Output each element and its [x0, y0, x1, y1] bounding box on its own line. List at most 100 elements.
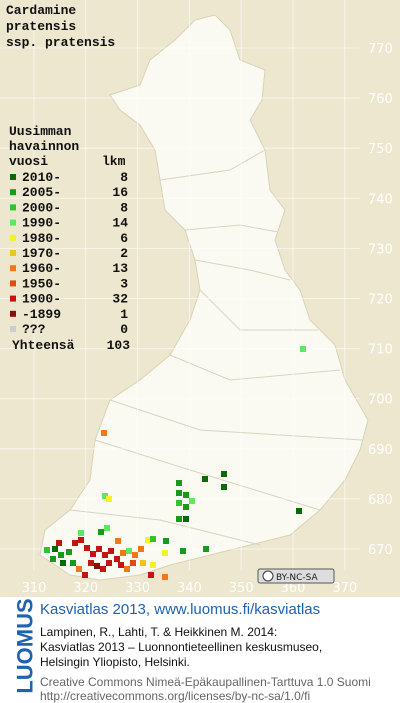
occurrence-square [58, 552, 64, 558]
occurrences [44, 346, 306, 580]
occurrence-square [202, 476, 208, 482]
species-title: Cardamine [6, 3, 76, 18]
occurrence-square [176, 480, 182, 486]
occurrence-square [44, 547, 50, 553]
heading: Kasviatlas 2013, www.luomus.fi/kasviatla… [40, 601, 321, 618]
occurrence-square [162, 574, 168, 580]
x-grid-label: 320 [73, 581, 98, 596]
y-grid-label: 730 [368, 242, 393, 257]
occurrence-square [140, 560, 146, 566]
legend-count: 0 [120, 322, 128, 337]
x-grid-label: 310 [22, 581, 47, 596]
occurrence-square [100, 566, 106, 572]
y-grid-label: 760 [368, 92, 393, 107]
legend-label: 1980- [22, 231, 61, 246]
y-grid-label: 750 [368, 142, 393, 157]
occurrence-square [118, 562, 124, 568]
species-title: pratensis [6, 19, 76, 34]
citation-line: Lampinen, R., Lahti, T. & Heikkinen M. 2… [40, 625, 278, 639]
y-grid-label: 680 [368, 493, 393, 508]
occurrence-square [98, 529, 104, 535]
y-grid-label: 710 [368, 343, 393, 358]
occurrence-square [120, 550, 126, 556]
occurrence-square [124, 566, 130, 572]
occurrence-square [56, 540, 62, 546]
occurrence-square [72, 540, 78, 546]
legend-header: vuosi [9, 154, 48, 169]
occurrence-square [60, 560, 66, 566]
citation-line: Kasviatlas 2013 – Luonnontieteellinen ke… [40, 640, 323, 654]
legend-count: 13 [112, 261, 128, 276]
occurrence-square [106, 496, 112, 502]
x-grid-label: 360 [281, 581, 306, 596]
y-grid-label: 740 [368, 192, 393, 207]
occurrence-square [300, 346, 306, 352]
legend-count: 2 [120, 246, 128, 261]
legend-label: 2005- [22, 185, 61, 200]
legend-swatch [10, 310, 16, 317]
total-count: 103 [107, 338, 131, 353]
legend-label: 1900- [22, 292, 61, 307]
occurrence-square [148, 572, 154, 578]
legend-label: -1899 [22, 307, 61, 322]
legend-count: 6 [120, 231, 128, 246]
legend-count: 8 [120, 200, 128, 215]
brand: LUOMUS [12, 598, 38, 694]
legend-header: Uusimman [9, 124, 72, 139]
occurrence-square [221, 484, 227, 490]
occurrence-square [84, 545, 90, 551]
legend-swatch [10, 280, 16, 287]
occurrence-square [176, 500, 182, 506]
legend-label: ??? [22, 322, 46, 337]
legend-header: havainnon [9, 139, 79, 154]
legend-count: 8 [120, 170, 128, 185]
occurrence-square [50, 556, 56, 562]
occurrence-square [104, 525, 110, 531]
cc-icon [262, 570, 274, 582]
occurrence-square [88, 560, 94, 566]
occurrence-square [126, 548, 132, 554]
legend-label: 1950- [22, 276, 61, 291]
legend-swatch [10, 265, 16, 272]
citation-line: Helsingin Yliopisto, Helsinki. [40, 655, 190, 669]
occurrence-square [183, 516, 189, 522]
license-line: http://creativecommons.org/licenses/by-n… [40, 689, 311, 703]
occurrence-square [78, 537, 84, 543]
occurrence-square [221, 471, 227, 477]
occurrence-square [162, 550, 168, 556]
occurrence-square [66, 549, 72, 555]
legend-swatch [10, 174, 16, 180]
legend-count: 16 [112, 185, 128, 200]
legend-count: 14 [112, 216, 128, 231]
occurrence-square [96, 546, 102, 552]
legend-swatch [10, 326, 16, 332]
occurrence-square [90, 551, 96, 557]
occurrence-square [138, 546, 144, 552]
y-grid-label: 700 [368, 393, 393, 408]
y-grid-label: 690 [368, 443, 393, 458]
legend-swatch [10, 250, 16, 256]
occurrence-square [180, 548, 186, 554]
license-badge: BY-NC-SA [257, 568, 335, 584]
y-grid-label: 670 [368, 543, 393, 558]
legend-swatch [10, 295, 16, 302]
x-grid-label: 350 [229, 581, 254, 596]
occurrence-square [176, 490, 182, 496]
license-line: Creative Commons Nimeä-Epäkaupallinen-Ta… [40, 675, 371, 689]
x-grid-label: 330 [125, 581, 150, 596]
occurrence-square [70, 560, 76, 566]
occurrence-square [176, 516, 182, 522]
badge-box [257, 568, 335, 584]
y-grid-label: 770 [368, 42, 393, 57]
occurrence-square [130, 560, 136, 566]
occurrence-square [150, 562, 156, 568]
occurrence-square [150, 536, 156, 542]
legend-swatch [10, 219, 16, 226]
legend-count-header: lkm [102, 154, 126, 169]
legend-swatch [10, 204, 16, 211]
occurrence-square [102, 552, 108, 558]
species-title: ssp. pratensis [6, 35, 115, 50]
y-grid-label: 720 [368, 293, 393, 308]
